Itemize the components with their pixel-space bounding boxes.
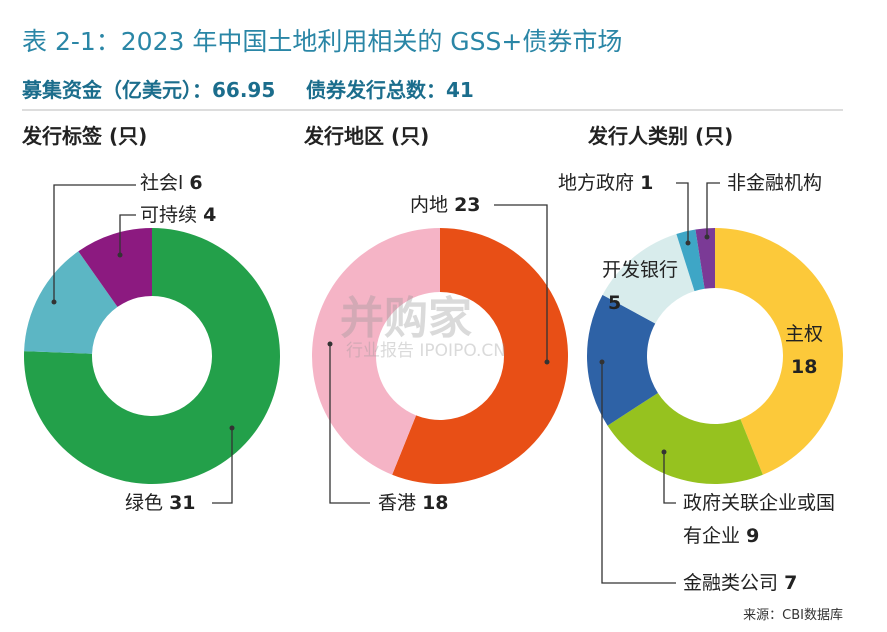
donuts	[23, 228, 844, 484]
value-label: 18	[422, 492, 449, 514]
leader-dot	[51, 299, 57, 305]
leader-dot	[599, 359, 605, 365]
donut-slice	[695, 228, 715, 289]
data-label: 地方政府 1	[558, 167, 653, 200]
leader-line	[53, 184, 136, 302]
category-label: 地方政府	[558, 172, 635, 194]
donut-slice	[676, 229, 705, 292]
leader-dot	[117, 252, 123, 258]
leader-line	[212, 428, 233, 504]
leader-dot	[661, 449, 667, 455]
value-label: 18	[791, 356, 818, 378]
category-label: 社会l	[140, 172, 184, 194]
source: 来源：CBI数据库	[743, 608, 843, 623]
category-label: 可持续	[140, 204, 198, 226]
leader-dot	[704, 234, 710, 240]
donut-slice	[23, 228, 280, 484]
data-label: 内地 23	[410, 189, 481, 222]
donut-slice	[602, 233, 695, 324]
watermark: 行业报告 IPOIPO.CN	[346, 341, 506, 361]
data-label: 主权 18	[785, 318, 823, 384]
data-label: 金融类公司 7	[683, 567, 797, 600]
category-label: 绿色	[125, 492, 164, 514]
summary-label: 募集资金（亿美元）：	[22, 78, 212, 102]
donut-slice	[586, 294, 658, 426]
value-label: 9	[746, 525, 760, 547]
data-label: 社会l 6	[140, 167, 203, 200]
chart-title: 发行地区 (只)	[304, 124, 430, 148]
chart-title: 发行标签 (只)	[22, 124, 148, 148]
category-label: 内地	[410, 194, 449, 216]
category-label: 开发银行	[602, 259, 679, 281]
data-label: 可持续 4	[140, 199, 216, 232]
leader-line	[494, 204, 548, 362]
value-label: 7	[784, 572, 798, 594]
donut-slice	[78, 228, 152, 307]
summary-value: 66.95	[212, 78, 276, 102]
value-label: 23	[454, 194, 481, 216]
leader-dot	[327, 341, 333, 347]
watermark: 并购家	[340, 293, 472, 344]
value-label: 5	[608, 292, 622, 314]
summary-value: 41	[446, 78, 474, 102]
data-label: 开发银行 5	[602, 254, 678, 320]
value-label: 6	[189, 172, 203, 194]
leader-line	[706, 182, 720, 237]
value-label: 1	[640, 172, 654, 194]
donut-slice	[312, 228, 440, 475]
donut-slice	[607, 392, 763, 484]
donut-slice	[715, 228, 844, 475]
leader-line	[329, 344, 370, 504]
leader-line	[119, 214, 136, 255]
category-label: 政府关联企业或国有企业	[683, 492, 836, 547]
donut-slice	[24, 251, 118, 354]
value-label: 31	[169, 492, 196, 514]
summary: 债券发行总数：41	[306, 74, 474, 103]
category-label: 金融类公司	[683, 572, 779, 594]
donut-slice	[392, 228, 569, 484]
value-label: 4	[203, 204, 217, 226]
leader-line	[663, 452, 676, 504]
leader-dot	[685, 240, 691, 246]
category-label: 香港	[378, 492, 417, 514]
data-label: 绿色 31	[125, 487, 196, 520]
chart-title: 发行人类别 (只)	[588, 124, 734, 148]
data-label: 政府关联企业或国有企业 9	[683, 487, 843, 553]
category-label: 非金融机构	[727, 172, 823, 194]
leaders	[51, 182, 720, 584]
summary: 募集资金（亿美元）：66.95	[22, 74, 275, 103]
leader-line	[601, 362, 676, 584]
summary-label: 债券发行总数：	[306, 78, 446, 102]
leader-dot	[229, 425, 235, 431]
title: 表 2-1：2023 年中国土地利用相关的 GSS+债券市场	[22, 27, 623, 56]
leader-line	[676, 182, 689, 243]
data-label: 非金融机构	[727, 167, 822, 200]
leader-dot	[544, 359, 550, 365]
data-label: 香港 18	[378, 487, 449, 520]
category-label: 主权	[785, 323, 824, 345]
